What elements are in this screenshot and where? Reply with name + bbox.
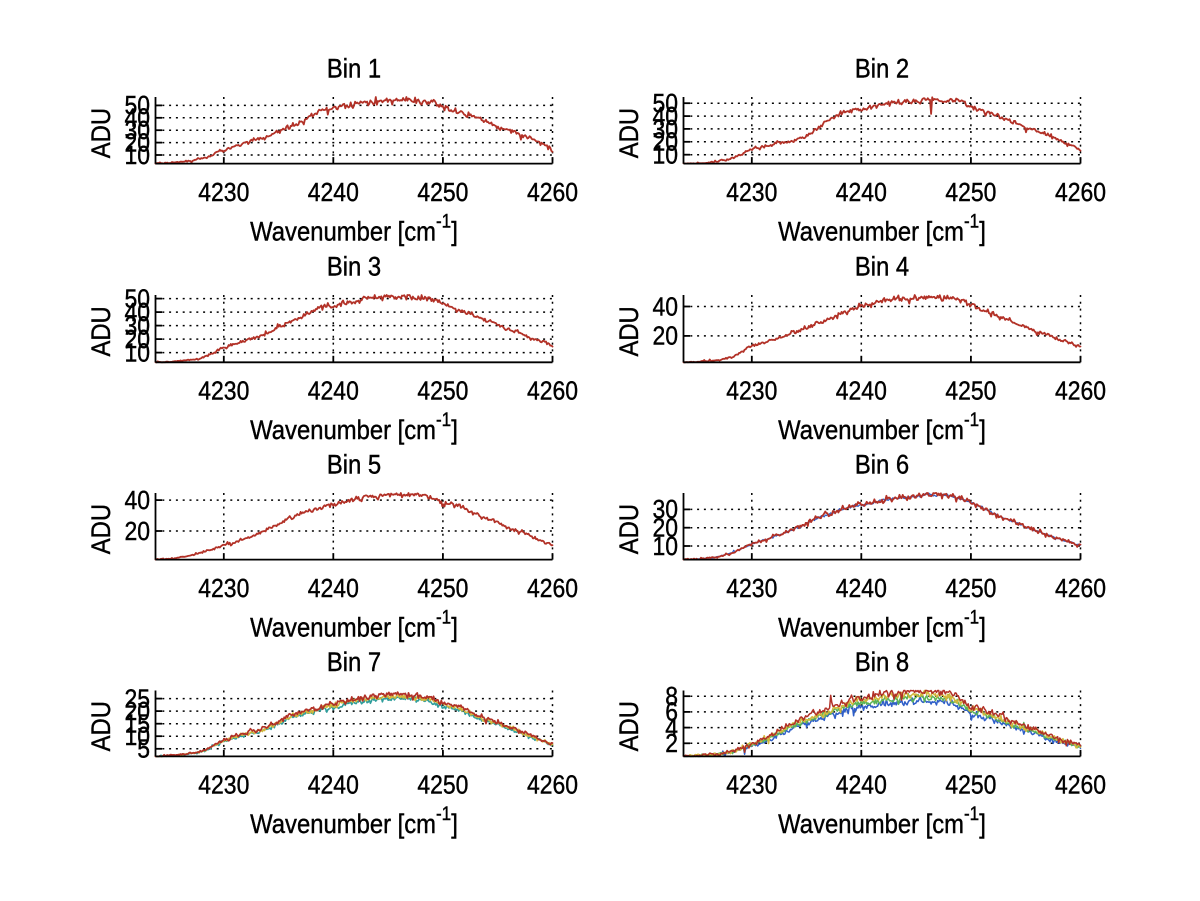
svg-text:4250: 4250 [417, 377, 468, 405]
svg-text:Wavenumber [cm-1]: Wavenumber [cm-1] [250, 409, 458, 445]
svg-text:10: 10 [124, 142, 150, 170]
svg-text:5: 5 [137, 736, 150, 764]
svg-text:ADU: ADU [615, 701, 644, 751]
svg-text:4260: 4260 [527, 575, 578, 603]
svg-text:4250: 4250 [945, 179, 996, 207]
svg-text:ADU: ADU [87, 504, 116, 554]
svg-text:Bin 5: Bin 5 [327, 451, 381, 480]
svg-text:4240: 4240 [836, 772, 887, 800]
svg-text:20: 20 [652, 129, 678, 157]
svg-text:Wavenumber [cm-1]: Wavenumber [cm-1] [778, 803, 986, 839]
svg-text:20: 20 [124, 518, 150, 546]
svg-text:4260: 4260 [527, 179, 578, 207]
svg-text:Bin 6: Bin 6 [855, 451, 909, 480]
svg-text:40: 40 [124, 105, 150, 133]
svg-text:4230: 4230 [198, 179, 249, 207]
svg-text:4260: 4260 [1055, 377, 1106, 405]
svg-text:4260: 4260 [1055, 772, 1106, 800]
svg-text:20: 20 [652, 514, 678, 542]
svg-text:4250: 4250 [945, 377, 996, 405]
svg-text:30: 30 [652, 496, 678, 524]
svg-text:Bin 7: Bin 7 [327, 648, 381, 677]
svg-text:40: 40 [124, 487, 150, 515]
svg-text:Bin 1: Bin 1 [327, 55, 381, 84]
svg-text:30: 30 [124, 312, 150, 340]
svg-text:4230: 4230 [198, 377, 249, 405]
svg-text:Wavenumber [cm-1]: Wavenumber [cm-1] [250, 803, 458, 839]
svg-text:20: 20 [124, 129, 150, 157]
svg-text:4240: 4240 [836, 377, 887, 405]
svg-text:4230: 4230 [726, 179, 777, 207]
svg-text:ADU: ADU [615, 306, 644, 356]
svg-text:ADU: ADU [615, 504, 644, 554]
svg-text:ADU: ADU [87, 701, 116, 751]
svg-text:4240: 4240 [308, 575, 359, 603]
svg-text:4260: 4260 [1055, 575, 1106, 603]
svg-text:2: 2 [665, 730, 678, 758]
svg-text:10: 10 [124, 723, 150, 751]
svg-text:Wavenumber [cm-1]: Wavenumber [cm-1] [250, 211, 458, 247]
svg-text:10: 10 [652, 533, 678, 561]
svg-text:Wavenumber [cm-1]: Wavenumber [cm-1] [778, 409, 986, 445]
svg-text:Wavenumber [cm-1]: Wavenumber [cm-1] [250, 607, 458, 643]
svg-text:10: 10 [652, 141, 678, 169]
svg-text:10: 10 [124, 339, 150, 367]
svg-text:20: 20 [652, 323, 678, 351]
svg-text:50: 50 [124, 285, 150, 313]
svg-text:Wavenumber [cm-1]: Wavenumber [cm-1] [778, 211, 986, 247]
svg-text:20: 20 [124, 326, 150, 354]
svg-text:50: 50 [652, 90, 678, 118]
svg-text:4250: 4250 [945, 772, 996, 800]
svg-text:6: 6 [665, 699, 678, 727]
svg-text:4240: 4240 [308, 772, 359, 800]
svg-text:4240: 4240 [308, 179, 359, 207]
svg-text:ADU: ADU [615, 108, 644, 158]
svg-text:8: 8 [665, 683, 678, 711]
svg-text:30: 30 [652, 116, 678, 144]
svg-text:4240: 4240 [836, 179, 887, 207]
svg-text:4240: 4240 [308, 377, 359, 405]
svg-text:4230: 4230 [198, 772, 249, 800]
svg-text:Bin 3: Bin 3 [327, 253, 381, 282]
svg-text:Bin 2: Bin 2 [855, 55, 909, 84]
svg-text:40: 40 [652, 293, 678, 321]
svg-text:ADU: ADU [87, 108, 116, 158]
svg-text:40: 40 [652, 103, 678, 131]
svg-text:4: 4 [665, 714, 678, 742]
svg-text:20: 20 [124, 698, 150, 726]
svg-text:50: 50 [124, 92, 150, 120]
svg-text:4230: 4230 [726, 575, 777, 603]
svg-text:Wavenumber [cm-1]: Wavenumber [cm-1] [778, 607, 986, 643]
svg-text:15: 15 [124, 710, 150, 738]
svg-text:4230: 4230 [198, 575, 249, 603]
svg-text:4260: 4260 [1055, 179, 1106, 207]
svg-text:4260: 4260 [527, 377, 578, 405]
svg-text:30: 30 [124, 117, 150, 145]
svg-text:4250: 4250 [945, 575, 996, 603]
svg-text:4240: 4240 [836, 575, 887, 603]
svg-text:4230: 4230 [726, 772, 777, 800]
svg-text:Bin 8: Bin 8 [855, 648, 909, 677]
svg-text:ADU: ADU [87, 306, 116, 356]
svg-text:4230: 4230 [726, 377, 777, 405]
svg-text:4250: 4250 [417, 772, 468, 800]
svg-text:40: 40 [124, 299, 150, 327]
svg-text:Bin 4: Bin 4 [855, 253, 909, 282]
svg-text:4250: 4250 [417, 575, 468, 603]
svg-text:4250: 4250 [417, 179, 468, 207]
svg-text:4260: 4260 [527, 772, 578, 800]
svg-text:25: 25 [124, 685, 150, 713]
